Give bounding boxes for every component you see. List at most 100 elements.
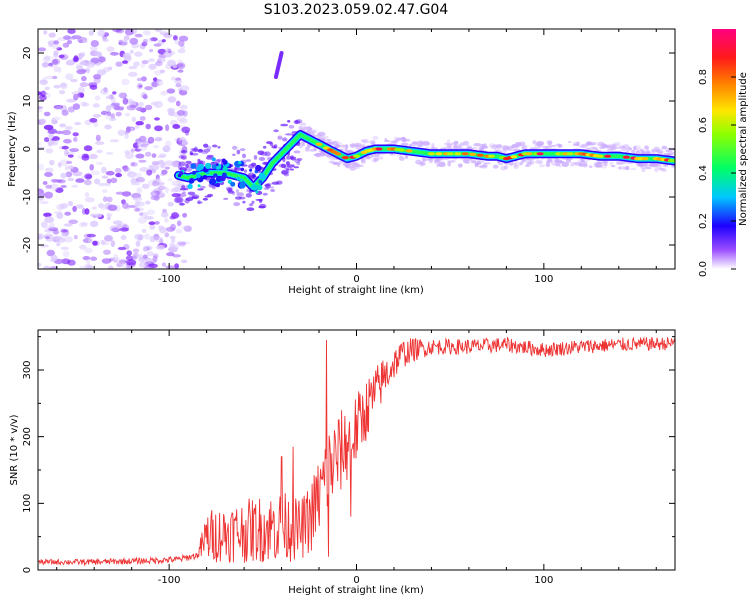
spectrogram-halo-mark xyxy=(497,162,504,165)
spectrogram-noise-mark xyxy=(150,81,160,88)
spectrogram-halo-mark xyxy=(519,162,523,165)
spectrogram-noise-mark xyxy=(179,104,188,110)
spectrogram-halo-mark xyxy=(197,188,204,191)
snr-series-line xyxy=(38,336,675,567)
spectrogram-peak-mark xyxy=(596,154,604,158)
spectrogram-noise-mark xyxy=(49,159,55,166)
spectrogram-halo-mark xyxy=(367,156,371,160)
spectrogram-cluster-mark xyxy=(215,163,219,167)
spectrogram-halo-mark xyxy=(610,145,615,151)
spectrogram-noise-mark xyxy=(67,200,74,207)
spectrogram-halo-mark xyxy=(232,145,238,150)
spectrogram-noise-mark xyxy=(45,184,52,189)
spectrogram-noise-mark xyxy=(42,56,51,63)
spectrogram-noise-mark xyxy=(138,261,147,268)
spectrogram-halo-mark xyxy=(488,143,496,148)
spectrogram-peak-mark xyxy=(375,147,383,151)
spectrogram-noise-mark xyxy=(84,197,95,203)
spectrogram-halo-mark xyxy=(671,151,675,155)
spectrogram-noise-mark xyxy=(141,60,149,65)
spectrogram-noise-mark xyxy=(101,175,108,179)
spectrogram-halo-mark xyxy=(246,207,255,211)
spectrogram-noise-mark xyxy=(89,220,99,228)
spectrogram-halo-mark xyxy=(299,144,303,149)
spectrogram-noise-mark xyxy=(159,69,166,74)
spectrogram-peak-mark xyxy=(341,156,349,160)
spectrogram-noise-mark xyxy=(121,223,128,228)
spectrogram-halo-mark xyxy=(610,164,616,168)
spectrogram-noise-mark xyxy=(135,240,141,247)
spectrogram-noise-mark xyxy=(106,178,112,184)
spectrogram-cluster-mark xyxy=(239,178,244,183)
spectrogram-halo-mark xyxy=(527,161,533,165)
spectrogram-noise-mark xyxy=(66,151,75,155)
spectrogram-cluster-mark xyxy=(239,182,246,189)
spectrogram-halo-mark xyxy=(278,163,286,168)
spectrogram-noise-mark xyxy=(53,106,64,111)
spectrogram-halo-mark xyxy=(273,129,279,133)
spectrogram-noise-mark xyxy=(148,58,155,62)
spectrogram-noise-mark xyxy=(180,156,187,160)
spectrogram-halo-mark xyxy=(608,161,614,165)
spectrogram-halo-mark xyxy=(535,159,543,164)
spectrogram-peak-mark xyxy=(641,157,649,161)
spectrogram-halo-mark xyxy=(631,150,636,153)
spectrogram-halo-mark xyxy=(293,150,301,154)
spectrogram-noise-mark xyxy=(113,220,123,225)
spectrogram-noise-mark xyxy=(144,104,153,111)
spectrogram-halo-mark xyxy=(532,140,537,145)
spectrogram-noise-mark xyxy=(71,184,79,188)
spectrogram-noise-mark xyxy=(161,39,166,43)
spectrogram-halo-mark xyxy=(361,139,369,144)
spectrogram-noise-mark xyxy=(127,71,138,77)
spectrogram-halo-mark xyxy=(661,145,667,150)
spectrogram-peak-mark xyxy=(435,152,443,156)
spectrogram-noise-mark xyxy=(42,76,47,83)
spectrogram-noise-mark xyxy=(102,189,108,194)
spectrogram-halo-mark xyxy=(304,146,309,152)
spectrogram-noise-mark xyxy=(84,179,92,186)
spectrogram-halo-mark xyxy=(305,147,310,151)
spectrogram-halo-mark xyxy=(191,194,200,200)
spectrogram-noise-mark xyxy=(56,204,64,211)
spectrogram-noise-mark xyxy=(52,229,60,235)
spectrogram-halo-mark xyxy=(328,155,332,159)
spectrogram-halo-mark xyxy=(223,197,229,200)
spectrogram-halo-mark xyxy=(424,158,431,161)
spectrogram-halo-mark xyxy=(545,162,551,168)
spectrogram-halo-mark xyxy=(407,138,411,142)
spectrogram-noise-mark xyxy=(159,226,167,234)
spectrogram-halo-mark xyxy=(203,148,211,153)
spectrogram-noise-mark xyxy=(170,238,176,243)
spectrogram-noise-mark xyxy=(84,247,93,254)
spectrogram-halo-mark xyxy=(258,156,266,161)
spectrogram-halo-mark xyxy=(285,168,290,171)
spectrogram-cluster-mark xyxy=(197,184,201,188)
spectrogram-noise-mark xyxy=(122,97,129,105)
spectrogram-halo-mark xyxy=(546,140,553,146)
spectrogram-halo-mark xyxy=(596,141,605,147)
spectrogram-halo-mark xyxy=(280,123,289,127)
spectrogram-noise-mark xyxy=(83,145,93,152)
spectrogram-halo-mark xyxy=(347,165,352,168)
spectrogram-noise-mark xyxy=(177,59,183,65)
spectrogram-noise-mark xyxy=(142,94,148,100)
spectrogram-halo-mark xyxy=(180,187,187,191)
spectrogram-halo-mark xyxy=(525,164,530,167)
spectrogram-noise-mark xyxy=(126,265,132,269)
spectrogram-halo-mark xyxy=(325,139,332,142)
spectrogram-halo-mark xyxy=(562,162,569,167)
spectrogram-noise-mark xyxy=(141,41,148,47)
spectrogram-halo-mark xyxy=(619,145,626,149)
spectrogram-halo-mark xyxy=(457,163,463,168)
colorbar-tick-label: 0.4 xyxy=(698,165,709,181)
spectrogram-halo-mark xyxy=(317,136,326,140)
spectrogram-halo-mark xyxy=(581,159,585,163)
spectrogram-noise-mark xyxy=(64,149,69,157)
spectrogram-cluster-mark xyxy=(213,173,218,178)
spectrogram-noise-mark xyxy=(52,44,61,50)
spectrogram-peak-mark xyxy=(454,152,462,156)
spectrogram-noise-mark xyxy=(124,55,132,61)
colorbar-tick-label: 0.2 xyxy=(698,213,709,229)
spectrogram-noise-mark xyxy=(64,165,69,171)
